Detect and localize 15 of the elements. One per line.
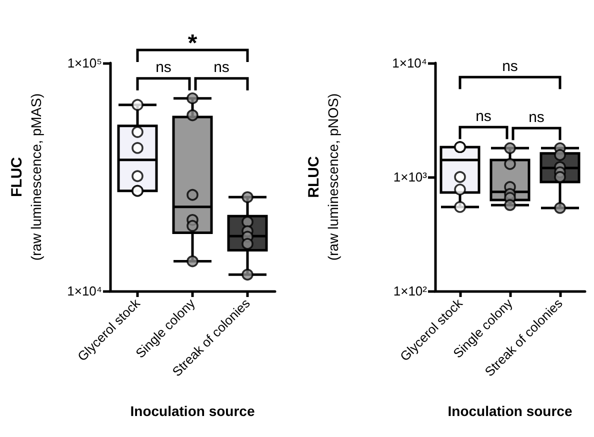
x-axis-title: Inoculation source: [448, 403, 572, 419]
y-tick-label: 1×10⁴: [67, 284, 102, 298]
annotation: ns: [502, 58, 518, 76]
y-axis-title: FLUC (raw luminescence, pMAS): [8, 93, 44, 261]
y-axis-title: RLUC (raw luminescence, pNOS): [306, 93, 341, 261]
y-tick-label: 1×10⁵: [67, 56, 102, 70]
annotation: ns: [214, 59, 230, 76]
annotation: ns: [528, 109, 544, 126]
annotation: ns: [476, 108, 492, 126]
y-tick-label: 1×10⁴: [392, 56, 427, 70]
x-axis-title: Inoculation source: [130, 403, 255, 419]
annotation: ns: [156, 59, 172, 76]
text: *: [188, 30, 198, 58]
y-tick-label: 1×10²: [393, 284, 428, 298]
y-tick-label: 1×10³: [393, 170, 428, 184]
